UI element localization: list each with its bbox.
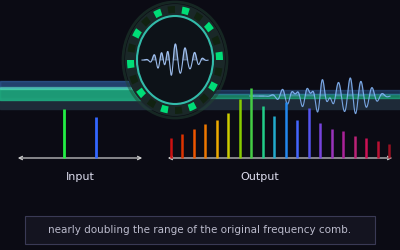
Ellipse shape (137, 16, 213, 104)
Polygon shape (182, 7, 190, 15)
Polygon shape (127, 60, 134, 68)
Polygon shape (175, 106, 182, 114)
Polygon shape (216, 52, 223, 60)
Polygon shape (194, 12, 203, 22)
Polygon shape (129, 74, 138, 85)
Text: nearly doubling the range of the original frequency comb.: nearly doubling the range of the origina… (48, 225, 352, 235)
Polygon shape (212, 36, 221, 46)
Polygon shape (214, 67, 222, 77)
Polygon shape (136, 88, 146, 98)
Polygon shape (132, 28, 142, 39)
Text: Input: Input (66, 172, 94, 182)
Polygon shape (0, 98, 400, 109)
Ellipse shape (125, 4, 225, 116)
Polygon shape (160, 105, 168, 113)
Polygon shape (153, 9, 162, 18)
Polygon shape (199, 93, 209, 104)
Bar (25, 216, 375, 244)
Polygon shape (188, 102, 197, 111)
Polygon shape (141, 16, 151, 27)
Polygon shape (208, 81, 218, 92)
Polygon shape (128, 43, 136, 53)
Polygon shape (168, 6, 175, 14)
Text: Output: Output (240, 172, 279, 182)
Polygon shape (204, 22, 214, 32)
Polygon shape (147, 98, 156, 108)
